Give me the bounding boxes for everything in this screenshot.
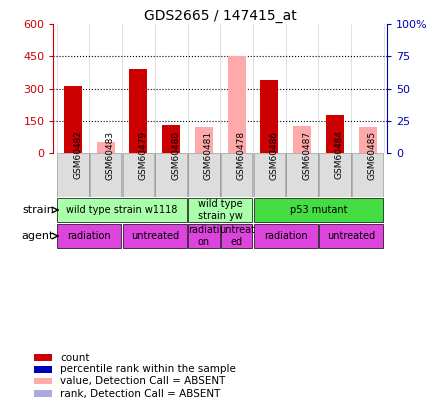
- Text: count: count: [61, 353, 90, 363]
- Title: GDS2665 / 147415_at: GDS2665 / 147415_at: [144, 9, 297, 23]
- FancyBboxPatch shape: [254, 198, 383, 222]
- FancyBboxPatch shape: [319, 224, 383, 248]
- FancyBboxPatch shape: [188, 153, 220, 197]
- Text: radiation: radiation: [264, 231, 307, 241]
- Bar: [326, 115, 344, 153]
- Text: untreated: untreated: [327, 231, 375, 241]
- FancyBboxPatch shape: [319, 153, 351, 197]
- Text: percentile rank within the sample: percentile rank within the sample: [61, 364, 236, 374]
- FancyBboxPatch shape: [90, 153, 121, 197]
- FancyBboxPatch shape: [57, 224, 121, 248]
- Text: value, Detection Call = ABSENT: value, Detection Call = ABSENT: [61, 376, 226, 386]
- Text: GSM60478: GSM60478: [237, 130, 246, 179]
- FancyBboxPatch shape: [57, 153, 89, 197]
- Bar: [228, 56, 246, 153]
- Text: strain: strain: [22, 205, 54, 215]
- FancyBboxPatch shape: [221, 224, 252, 248]
- FancyBboxPatch shape: [221, 153, 252, 197]
- Bar: [64, 86, 82, 153]
- Text: untreat
ed: untreat ed: [218, 225, 255, 247]
- FancyBboxPatch shape: [188, 198, 252, 222]
- Bar: [293, 126, 311, 153]
- Text: GSM60483: GSM60483: [106, 130, 115, 179]
- Text: GSM60485: GSM60485: [368, 130, 376, 179]
- Text: GSM60482: GSM60482: [73, 130, 82, 179]
- FancyBboxPatch shape: [123, 153, 154, 197]
- Bar: [162, 125, 180, 153]
- Bar: [34, 366, 53, 373]
- Text: GSM60479: GSM60479: [138, 130, 147, 179]
- FancyBboxPatch shape: [352, 153, 383, 197]
- Text: rank, Detection Call = ABSENT: rank, Detection Call = ABSENT: [61, 388, 221, 399]
- Bar: [34, 377, 53, 384]
- Bar: [359, 127, 376, 153]
- Bar: [260, 80, 279, 153]
- Text: GSM60486: GSM60486: [269, 130, 279, 179]
- FancyBboxPatch shape: [123, 224, 187, 248]
- FancyBboxPatch shape: [254, 224, 318, 248]
- Bar: [129, 69, 147, 153]
- Text: radiati
on: radiati on: [188, 225, 220, 247]
- Text: wild type strain w1118: wild type strain w1118: [66, 205, 178, 215]
- Text: wild type
strain yw: wild type strain yw: [198, 199, 243, 221]
- Bar: [195, 127, 213, 153]
- Text: untreated: untreated: [131, 231, 179, 241]
- Text: GSM60480: GSM60480: [171, 130, 180, 179]
- Text: GSM60487: GSM60487: [302, 130, 311, 179]
- FancyBboxPatch shape: [287, 153, 318, 197]
- FancyBboxPatch shape: [188, 224, 220, 248]
- Text: agent: agent: [22, 231, 54, 241]
- Text: radiation: radiation: [68, 231, 111, 241]
- Bar: [97, 142, 115, 153]
- FancyBboxPatch shape: [155, 153, 187, 197]
- Bar: [34, 390, 53, 397]
- Text: GSM60484: GSM60484: [335, 130, 344, 179]
- Bar: [34, 354, 53, 361]
- Text: p53 mutant: p53 mutant: [290, 205, 347, 215]
- FancyBboxPatch shape: [57, 198, 187, 222]
- FancyBboxPatch shape: [254, 153, 285, 197]
- Text: GSM60481: GSM60481: [204, 130, 213, 179]
